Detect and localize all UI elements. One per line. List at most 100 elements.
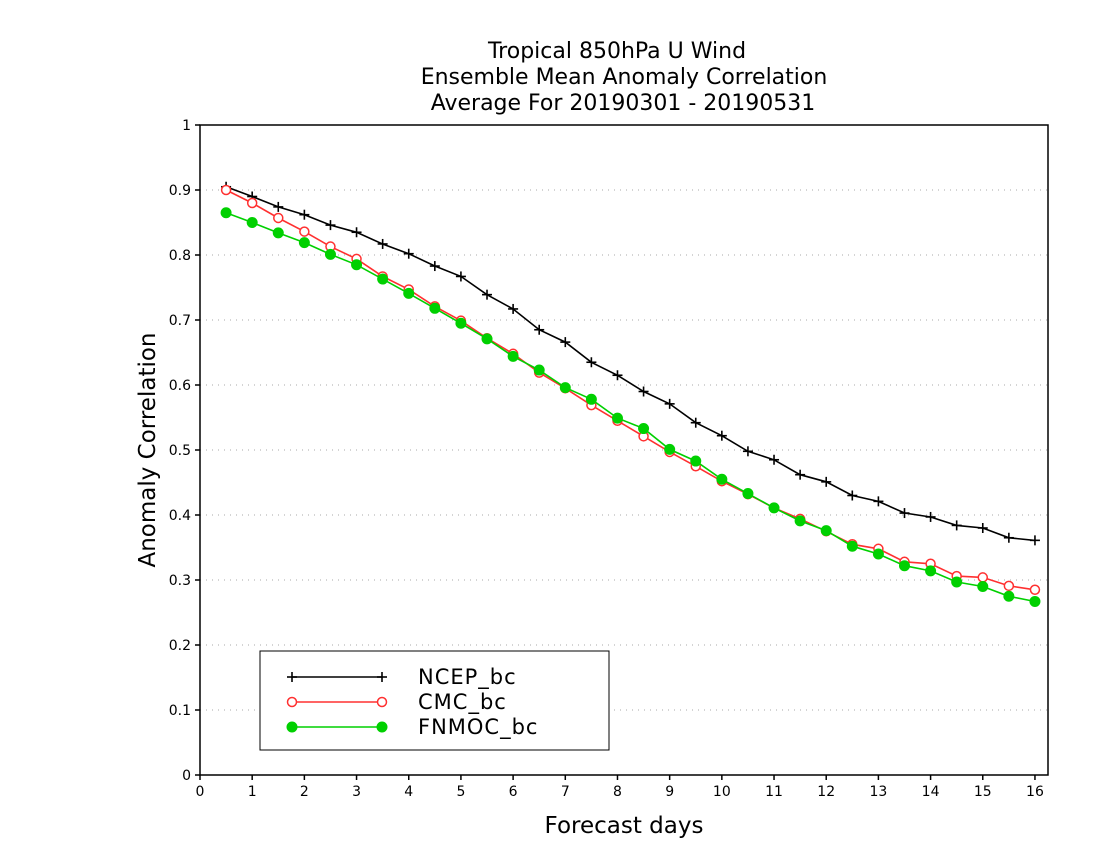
x-tick-label: 3 xyxy=(352,784,361,800)
data-point-ncep-bc xyxy=(377,238,388,249)
data-point-ncep-bc xyxy=(742,446,753,457)
data-point-cmc-bc xyxy=(299,226,310,237)
y-tick-label: 0.4 xyxy=(169,508,191,524)
data-point-fnmoc-bc xyxy=(664,443,676,455)
data-point-fnmoc-bc xyxy=(611,412,623,424)
data-point-fnmoc-bc xyxy=(977,581,989,592)
data-point-ncep-bc xyxy=(716,430,727,441)
y-tick-label: 0.9 xyxy=(169,183,191,199)
data-point-ncep-bc xyxy=(429,261,440,272)
data-point-fnmoc-bc xyxy=(690,455,702,467)
data-point-fnmoc-bc xyxy=(951,576,963,588)
x-tick-label: 7 xyxy=(561,784,570,800)
data-point-cmc-bc xyxy=(220,184,232,196)
data-point-ncep-bc xyxy=(403,248,414,259)
data-point-fnmoc-bc xyxy=(533,364,545,376)
data-point-fnmoc-bc xyxy=(324,248,336,260)
x-tick-label: 13 xyxy=(869,784,887,800)
legend-label-cmc-bc: CMC_bc xyxy=(418,690,507,715)
x-tick-label: 14 xyxy=(922,784,940,800)
data-point-ncep-bc xyxy=(1003,532,1014,543)
x-tick-label: 4 xyxy=(404,784,413,800)
data-point-ncep-bc xyxy=(612,370,623,381)
legend-marker-cmc-bc xyxy=(376,696,388,708)
data-point-fnmoc-bc xyxy=(1029,595,1041,607)
data-point-cmc-bc xyxy=(1029,584,1041,595)
data-point-ncep-bc xyxy=(664,398,675,409)
data-point-fnmoc-bc xyxy=(455,317,467,329)
data-point-ncep-bc xyxy=(977,523,988,533)
data-point-ncep-bc xyxy=(951,520,962,531)
data-point-fnmoc-bc xyxy=(403,287,415,299)
data-point-ncep-bc xyxy=(795,469,806,480)
data-point-ncep-bc xyxy=(769,454,780,465)
legend-marker-cmc-bc xyxy=(286,696,298,708)
x-tick-label: 0 xyxy=(196,784,205,800)
data-point-fnmoc-bc xyxy=(925,565,937,577)
data-point-cmc-bc xyxy=(977,572,989,583)
data-point-ncep-bc xyxy=(508,303,519,314)
data-point-fnmoc-bc xyxy=(559,382,571,394)
data-point-cmc-bc xyxy=(246,197,258,209)
y-tick-label: 0.3 xyxy=(169,573,191,589)
y-tick-label: 1 xyxy=(182,118,191,134)
y-tick-label: 0.1 xyxy=(169,703,191,719)
legend-item-cmc-bc: CMC_bc xyxy=(286,690,507,715)
y-tick-label: 0.6 xyxy=(169,378,191,394)
data-point-ncep-bc xyxy=(899,508,910,519)
data-point-fnmoc-bc xyxy=(377,273,389,285)
series-ncep-bc xyxy=(221,181,1040,546)
data-point-fnmoc-bc xyxy=(716,473,728,485)
x-tick-label: 5 xyxy=(456,784,465,800)
data-series xyxy=(220,181,1041,607)
title-line-2: Ensemble Mean Anomaly Correlation xyxy=(421,65,828,90)
data-point-ncep-bc xyxy=(273,201,284,212)
y-axis-title: Anomaly Correlation xyxy=(135,332,161,567)
data-point-fnmoc-bc xyxy=(1003,590,1015,602)
legend-marker-ncep-bc xyxy=(377,672,387,682)
data-point-ncep-bc xyxy=(873,496,884,507)
data-point-fnmoc-bc xyxy=(351,259,363,271)
series-line-ncep-bc xyxy=(225,186,1036,542)
data-point-ncep-bc xyxy=(925,511,936,522)
data-point-ncep-bc xyxy=(638,386,649,397)
data-point-fnmoc-bc xyxy=(481,333,493,345)
data-point-ncep-bc xyxy=(560,337,571,348)
series-cmc-bc xyxy=(220,184,1041,595)
data-point-fnmoc-bc xyxy=(768,502,780,514)
series-line-cmc-bc xyxy=(225,189,1036,591)
legend-item-fnmoc-bc: FNMOC_bc xyxy=(286,715,538,740)
gridlines xyxy=(200,189,1048,711)
data-point-ncep-bc xyxy=(847,490,858,501)
chart-title: Tropical 850hPa U Wind Ensemble Mean Ano… xyxy=(421,39,828,116)
x-tick-label: 12 xyxy=(817,784,835,800)
x-tick-label: 16 xyxy=(1026,784,1044,800)
data-point-ncep-bc xyxy=(482,289,493,300)
axes: 00.10.20.30.40.50.60.70.80.910 1 2 3 4 5 6 7 8 9 1… xyxy=(169,118,1044,800)
series-fnmoc-bc xyxy=(220,207,1041,607)
data-point-fnmoc-bc xyxy=(742,488,754,500)
data-point-ncep-bc xyxy=(1029,535,1040,546)
legend-marker-ncep-bc xyxy=(287,672,297,682)
data-point-fnmoc-bc xyxy=(846,540,858,552)
legend-label-fnmoc-bc: FNMOC_bc xyxy=(418,715,538,740)
y-tick-label: 0.8 xyxy=(169,248,191,264)
series-line-fnmoc-bc xyxy=(225,212,1036,603)
y-tick-label: 0.5 xyxy=(169,443,191,459)
x-tick-label: 1 xyxy=(248,784,257,800)
data-point-ncep-bc xyxy=(455,271,466,282)
y-tick-label: 0 xyxy=(182,768,191,784)
x-tick-label: 8 xyxy=(613,784,622,800)
data-point-ncep-bc xyxy=(299,209,310,220)
data-point-ncep-bc xyxy=(586,357,597,368)
data-point-fnmoc-bc xyxy=(246,217,258,228)
x-tick-label: 6 xyxy=(509,784,518,800)
data-point-fnmoc-bc xyxy=(429,302,441,314)
data-point-fnmoc-bc xyxy=(220,207,232,219)
x-axis-title: Forecast days xyxy=(545,813,704,839)
data-point-fnmoc-bc xyxy=(872,548,884,560)
data-point-fnmoc-bc xyxy=(585,393,597,405)
data-point-fnmoc-bc xyxy=(898,560,910,572)
